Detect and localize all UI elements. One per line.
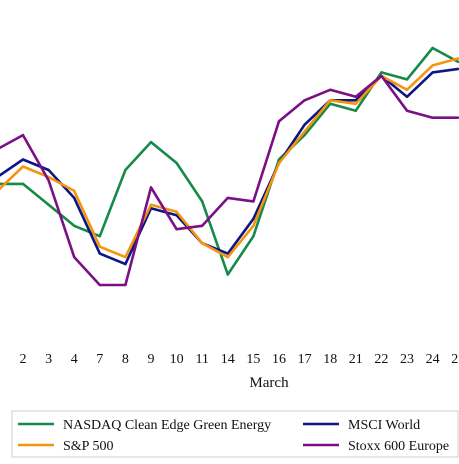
x-axis: 234789101114151617182122232425 [20,352,459,367]
x-tick-label: 15 [246,352,260,367]
data-point-sandp-500-11 [201,242,203,244]
data-point-nasdaq-clean-edge-green-energy-7 [99,235,101,237]
data-point-sandp-500-14 [227,256,229,258]
data-point-stoxx-600-europe-23 [406,110,408,112]
data-point-stoxx-600-europe-15 [252,200,254,202]
x-tick-label: 10 [170,352,184,367]
data-point-nasdaq-clean-edge-green-energy-23 [406,78,408,80]
data-point-sandp-500-10 [175,211,177,213]
x-tick-label: 16 [272,352,286,367]
data-point-nasdaq-clean-edge-green-energy-14 [227,273,229,275]
data-point-sandp-500-21 [355,103,357,105]
data-point-msci-world-17 [303,124,305,126]
data-point-stoxx-600-europe-24 [431,117,433,119]
data-point-stoxx-600-europe-9 [150,186,152,188]
data-point-stoxx-600-europe-10 [175,228,177,230]
data-point-msci-world-2 [22,158,24,160]
x-tick-label: 18 [323,352,337,367]
x-tick-label: 3 [45,352,52,367]
legend-label-nasdaq-clean-edge-green-energy: NASDAQ Clean Edge Green Energy [63,418,271,433]
data-point-sandp-500-7 [99,246,101,248]
data-point-stoxx-600-europe-22 [380,75,382,77]
data-point-sandp-500-9 [150,204,152,206]
data-point-sandp-500-24 [431,64,433,66]
data-point-msci-world-4 [73,197,75,199]
data-point-nasdaq-clean-edge-green-energy-9 [150,141,152,143]
data-point-stoxx-600-europe-7 [99,284,101,286]
data-point-stoxx-600-europe-17 [303,99,305,101]
legend-label-msci-world: MSCI World [348,418,420,433]
data-point-sandp-500-17 [303,130,305,132]
legend: NASDAQ Clean Edge Green Energy MSCI World… [12,411,458,457]
data-point-stoxx-600-europe-2 [22,134,24,136]
data-point-stoxx-600-europe-21 [355,96,357,98]
data-point-msci-world-23 [406,96,408,98]
x-tick-label: 17 [298,352,312,367]
series-line-msci-world [0,69,458,264]
x-tick-label: 23 [400,352,414,367]
data-point-nasdaq-clean-edge-green-energy-10 [175,162,177,164]
data-point-sandp-500-23 [406,89,408,91]
x-tick-label: 4 [71,352,78,367]
x-tick-label: 22 [374,352,388,367]
data-point-nasdaq-clean-edge-green-energy-3 [47,204,49,206]
data-point-stoxx-600-europe-3 [47,179,49,181]
data-point-stoxx-600-europe-16 [278,120,280,122]
x-tick-label: 8 [122,352,129,367]
x-tick-label: 9 [148,352,155,367]
x-tick-label: 24 [426,352,440,367]
data-point-msci-world-8 [124,263,126,265]
x-tick-label: 7 [96,352,103,367]
data-point-nasdaq-clean-edge-green-energy-24 [431,47,433,49]
data-point-sandp-500-2 [22,165,24,167]
x-tick-label: 14 [221,352,235,367]
data-point-nasdaq-clean-edge-green-energy-8 [124,169,126,171]
plot-area [0,47,459,286]
data-point-msci-world-24 [431,71,433,73]
x-tick-label: 21 [349,352,363,367]
data-point-msci-world-15 [252,218,254,220]
data-point-sandp-500-4 [73,190,75,192]
data-point-nasdaq-clean-edge-green-energy-21 [355,110,357,112]
data-point-nasdaq-clean-edge-green-energy-15 [252,235,254,237]
x-axis-title: March [249,375,289,391]
x-tick-label: 11 [195,352,208,367]
data-point-stoxx-600-europe-18 [329,89,331,91]
x-tick-label: 2 [20,352,27,367]
data-point-sandp-500-8 [124,256,126,258]
data-point-msci-world-7 [99,252,101,254]
data-point-nasdaq-clean-edge-green-energy-11 [201,200,203,202]
data-point-nasdaq-clean-edge-green-energy-22 [380,71,382,73]
data-point-sandp-500-18 [329,99,331,101]
legend-label-stoxx-600-europe: Stoxx 600 Europe [348,439,449,454]
data-point-sandp-500-15 [252,225,254,227]
x-tick-label: 25 [451,352,459,367]
data-point-sandp-500-16 [278,162,280,164]
data-point-stoxx-600-europe-4 [73,256,75,258]
data-point-nasdaq-clean-edge-green-energy-2 [22,183,24,185]
data-point-stoxx-600-europe-14 [227,197,229,199]
data-point-stoxx-600-europe-8 [124,284,126,286]
legend-label-sandp-500: S&P 500 [63,439,113,454]
data-point-nasdaq-clean-edge-green-energy-4 [73,225,75,227]
data-point-stoxx-600-europe-11 [201,225,203,227]
data-point-msci-world-3 [47,169,49,171]
